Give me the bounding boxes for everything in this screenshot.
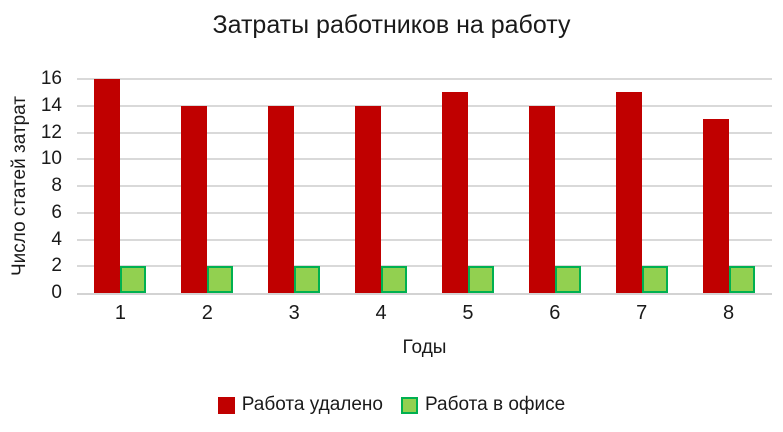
x-axis-title: Годы <box>402 337 447 358</box>
bar-groups <box>77 79 772 293</box>
bar-series-2-cat-3 <box>294 266 321 293</box>
legend-label: Работа в офисе <box>424 394 566 415</box>
plot-area <box>77 78 772 295</box>
bar-series-1-cat-3 <box>268 106 295 293</box>
bar-group-6 <box>511 79 598 293</box>
y-tick-label: 0 <box>51 282 62 303</box>
legend-item-1: Работа удалено <box>217 394 383 415</box>
bar-group-2 <box>164 79 251 293</box>
chart-title: Затраты работников на работу <box>212 11 571 39</box>
legend: Работа удалено Работа в офисе <box>0 395 783 415</box>
bar-series-2-cat-8 <box>728 266 755 293</box>
x-tick-label: 6 <box>549 302 561 324</box>
gridline <box>77 185 772 187</box>
y-tick-label: 2 <box>51 255 62 277</box>
bar-group-4 <box>338 79 425 293</box>
gridline <box>77 104 772 107</box>
gridline <box>77 238 772 241</box>
x-tick-label: 4 <box>375 302 387 324</box>
y-tick-label: 10 <box>40 148 62 170</box>
bar-series-2-cat-2 <box>207 266 234 293</box>
x-tick-label: 7 <box>636 302 648 324</box>
bar-series-1-cat-1 <box>94 79 121 293</box>
bar-series-1-cat-6 <box>528 106 555 293</box>
y-tick-label: 6 <box>51 201 62 223</box>
x-tick-label: 1 <box>114 302 126 324</box>
legend-swatch-icon <box>400 396 418 414</box>
legend-item-2: Работа в офисе <box>400 394 566 415</box>
legend-label: Работа удалено <box>241 394 383 415</box>
y-tick-label: 12 <box>40 121 62 143</box>
x-tick-label: 3 <box>288 302 300 324</box>
gridline <box>77 158 772 161</box>
bar-group-5 <box>425 79 512 293</box>
bar-series-1-cat-2 <box>181 106 208 293</box>
y-tick-label: 16 <box>40 68 62 89</box>
bar-series-2-cat-5 <box>467 266 494 293</box>
bar-series-1-cat-8 <box>702 119 729 293</box>
bar-group-3 <box>251 79 338 293</box>
y-tick-label: 14 <box>40 94 62 116</box>
gridline <box>77 265 772 268</box>
bar-series-1-cat-7 <box>615 92 642 293</box>
bar-series-1-cat-5 <box>441 92 468 293</box>
bar-series-1-cat-4 <box>355 106 382 293</box>
gridline <box>77 131 772 134</box>
legend-swatch-icon <box>217 396 235 414</box>
y-tick-label: 4 <box>51 228 62 250</box>
bar-series-2-cat-7 <box>641 266 668 293</box>
bar-series-2-cat-4 <box>381 266 408 293</box>
bar-group-7 <box>598 79 685 293</box>
x-tick-label: 2 <box>201 302 213 324</box>
bar-group-8 <box>685 79 772 293</box>
bar-series-2-cat-1 <box>120 266 147 293</box>
x-tick-label: 5 <box>462 302 474 324</box>
y-tick-label: 8 <box>51 175 62 196</box>
gridline <box>77 211 772 214</box>
x-tick-label: 8 <box>723 302 735 324</box>
bar-series-2-cat-6 <box>554 266 581 293</box>
gridline <box>77 78 772 80</box>
bar-group-1 <box>77 79 164 293</box>
